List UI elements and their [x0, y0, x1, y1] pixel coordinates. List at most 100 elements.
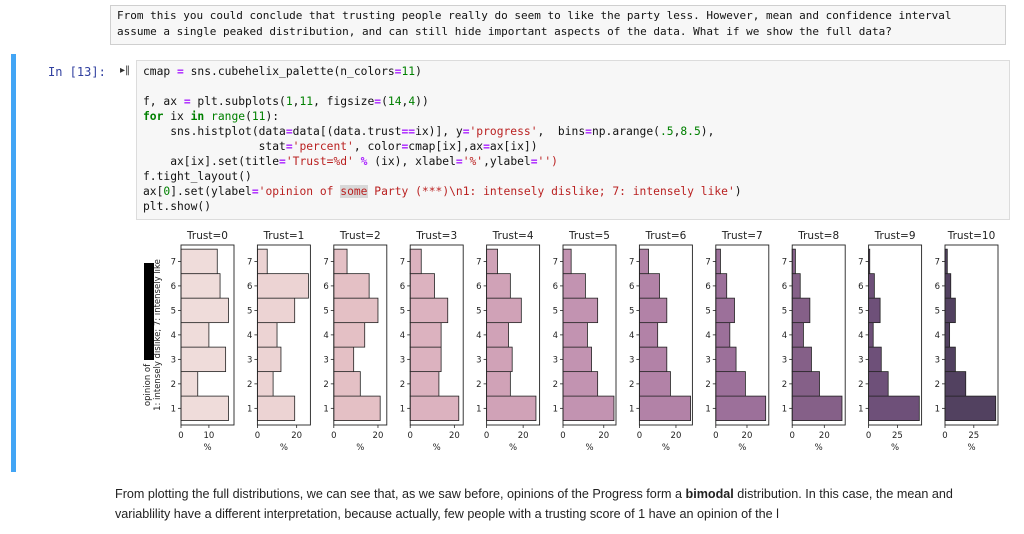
- histogram-bar: [562, 248, 572, 275]
- y-tick-label: 2: [247, 380, 252, 390]
- markdown-cell-previous[interactable]: From this you could conclude that trusti…: [110, 5, 1006, 45]
- collapse-arrow-icon[interactable]: ▸‖: [120, 65, 131, 76]
- histogram-bar: [333, 371, 361, 397]
- y-tick-label: 2: [476, 380, 481, 390]
- subplot-title: Trust=2: [339, 230, 381, 242]
- redaction-bar: [144, 263, 154, 360]
- code-token: ax[ix].set(title: [143, 155, 280, 168]
- subplot-title: Trust=8: [797, 230, 839, 242]
- x-tick-label: 25: [968, 431, 979, 441]
- histogram-bar: [257, 346, 282, 373]
- y-tick-label: 4: [476, 331, 481, 341]
- code-token: =: [462, 125, 470, 138]
- x-axis-label: %: [356, 443, 364, 453]
- code-editor[interactable]: cmap = sns.cubehelix_palette(n_colors=11…: [136, 60, 1010, 220]
- y-tick-label: 7: [247, 257, 252, 267]
- desc-text-2: distribution. In this case, the mean and: [733, 487, 953, 501]
- code-token: =: [394, 65, 402, 78]
- code-token: 'progress': [469, 125, 538, 138]
- code-token: , color: [353, 140, 402, 153]
- y-tick-label: 5: [782, 306, 787, 316]
- x-tick-label: 20: [518, 431, 529, 441]
- y-tick-label: 1: [247, 404, 252, 414]
- desc-bold: bimodal: [685, 487, 734, 501]
- histogram-bar: [638, 248, 649, 275]
- y-tick-label: 2: [629, 380, 634, 390]
- histogram-bar: [333, 297, 379, 324]
- histogram-bar: [638, 322, 659, 348]
- histogram-bar: [791, 346, 812, 373]
- code-token: Party (***)\n1: intensely dislike; 7: in…: [367, 185, 735, 198]
- y-tick-label: 2: [782, 380, 787, 390]
- histogram-bar: [638, 371, 671, 397]
- y-tick-label: 4: [400, 331, 405, 341]
- subplot-frame: [562, 244, 617, 426]
- y-tick-label: 7: [629, 257, 634, 267]
- code-token: sns.cubehelix_palette(n_colors: [183, 65, 395, 78]
- code-token: ):: [265, 110, 280, 123]
- note-line-1: From this you could conclude that trusti…: [117, 9, 952, 22]
- histogram-bar: [638, 297, 668, 324]
- histogram-bar: [486, 248, 498, 275]
- y-tick-label: 5: [935, 306, 940, 316]
- y-tick-label: 1: [171, 404, 176, 414]
- x-tick-label: 0: [866, 431, 871, 441]
- code-token: 11: [299, 95, 314, 108]
- histogram-bar: [562, 395, 615, 421]
- y-tick-label: 1: [476, 404, 481, 414]
- note-line-2: assume a single peaked distribution, and…: [117, 25, 892, 38]
- y-tick-label: 7: [935, 257, 940, 267]
- y-tick-label: 4: [782, 331, 787, 341]
- y-tick-label: 4: [323, 331, 328, 341]
- code-token: in: [190, 110, 205, 123]
- histogram-bar: [257, 273, 309, 299]
- histogram-bar: [257, 248, 268, 275]
- subplot-frame: [409, 244, 464, 426]
- histogram-bar: [180, 371, 199, 397]
- x-tick-label: 0: [255, 431, 260, 441]
- code-token: plt.show(): [143, 200, 212, 213]
- y-tick-label: 2: [553, 380, 558, 390]
- code-token: range: [211, 110, 246, 123]
- histogram-bar: [486, 273, 511, 299]
- x-axis-label: %: [738, 443, 746, 453]
- y-tick-label: 7: [400, 257, 405, 267]
- x-tick-label: 20: [742, 431, 753, 441]
- y-tick-label: 7: [553, 257, 558, 267]
- subplot-title: Trust=5: [568, 230, 610, 242]
- code-token: ),: [700, 125, 715, 138]
- histogram-bar: [715, 248, 721, 275]
- code-token: (: [381, 95, 388, 108]
- x-tick-label: 10: [203, 431, 214, 441]
- histogram-bar: [180, 322, 210, 348]
- histogram-bar: [868, 297, 881, 324]
- histogram-bar: [944, 346, 956, 373]
- code-token: some: [340, 185, 368, 198]
- histogram-bar: [409, 371, 440, 397]
- code-token: ].set(ylabel: [170, 185, 252, 198]
- y-tick-label: 1: [400, 404, 405, 414]
- histogram-bar: [486, 371, 511, 397]
- subplot-frame: [638, 244, 693, 426]
- x-axis-label: %: [967, 443, 975, 453]
- code-token: ,ylabel: [483, 155, 531, 168]
- markdown-cell-next[interactable]: From plotting the full distributions, we…: [115, 484, 995, 524]
- code-token: =: [374, 95, 382, 108]
- code-token: ): [415, 65, 422, 78]
- x-tick-label: 0: [789, 431, 794, 441]
- code-token: f.tight_layout(): [143, 170, 252, 183]
- code-cell-selected[interactable]: [11, 54, 1016, 472]
- code-token: (: [245, 110, 252, 123]
- histogram-bar: [944, 395, 997, 421]
- y-tick-label: 3: [171, 355, 176, 365]
- histogram-bar: [715, 297, 735, 324]
- histogram-bar: [868, 322, 874, 348]
- histogram-bar: [409, 346, 442, 373]
- x-tick-label: 20: [449, 431, 460, 441]
- code-token: 4: [408, 95, 416, 108]
- code-token: 'Trust=%d': [285, 155, 354, 168]
- y-tick-label: 6: [400, 282, 405, 292]
- code-token: stat: [143, 140, 286, 153]
- histogram-bar: [333, 322, 366, 348]
